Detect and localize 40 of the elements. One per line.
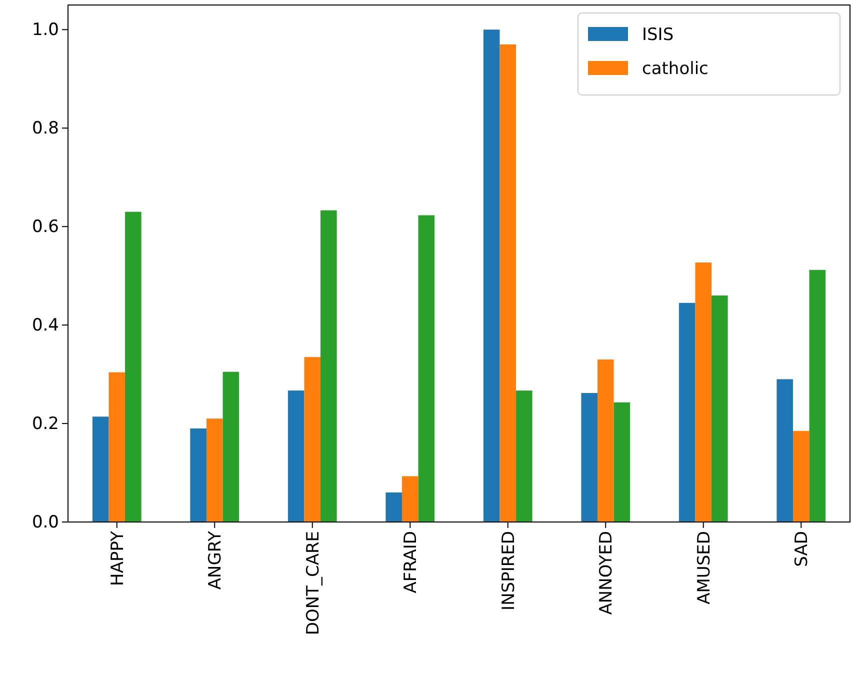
bar	[597, 360, 614, 522]
y-tick-label: 0.2	[32, 414, 59, 434]
bar	[222, 372, 240, 522]
bar	[483, 30, 500, 522]
x-tick-label: AMUSED	[694, 531, 714, 604]
x-tick-label: AFRAID	[401, 531, 422, 594]
bar	[500, 44, 516, 522]
y-tick-label: 0.0	[32, 512, 59, 532]
bar	[92, 416, 109, 522]
bar	[386, 492, 402, 522]
legend-label: ISIS	[642, 25, 674, 45]
bar	[108, 372, 126, 522]
y-tick-label: 0.6	[32, 217, 59, 238]
bar	[678, 302, 696, 522]
x-tick-label: SAD	[792, 531, 812, 567]
bar	[695, 262, 712, 522]
y-tick-label: 0.8	[32, 118, 59, 139]
x-tick-label: INSPIRED	[498, 531, 519, 610]
bar	[288, 390, 304, 522]
bar	[809, 270, 826, 522]
bar	[402, 476, 418, 522]
y-tick-label: 1.0	[32, 20, 59, 40]
x-tick-label: ANGRY	[206, 530, 226, 590]
bar	[581, 392, 598, 522]
bar	[776, 379, 793, 522]
legend-label: catholic	[642, 59, 708, 79]
x-tick-label: ANNOYED	[596, 531, 617, 615]
x-tick-label: HAPPY	[108, 530, 128, 586]
bar	[190, 428, 206, 522]
bar	[712, 296, 728, 522]
bar	[614, 402, 630, 522]
bar	[418, 215, 435, 522]
bar	[304, 357, 321, 522]
bar	[320, 210, 337, 522]
bar	[206, 418, 223, 522]
bar	[125, 212, 142, 522]
y-tick-label: 0.4	[32, 315, 59, 336]
bar	[792, 430, 810, 522]
bar	[516, 390, 532, 522]
x-tick-label: DONT_CARE	[303, 531, 324, 636]
